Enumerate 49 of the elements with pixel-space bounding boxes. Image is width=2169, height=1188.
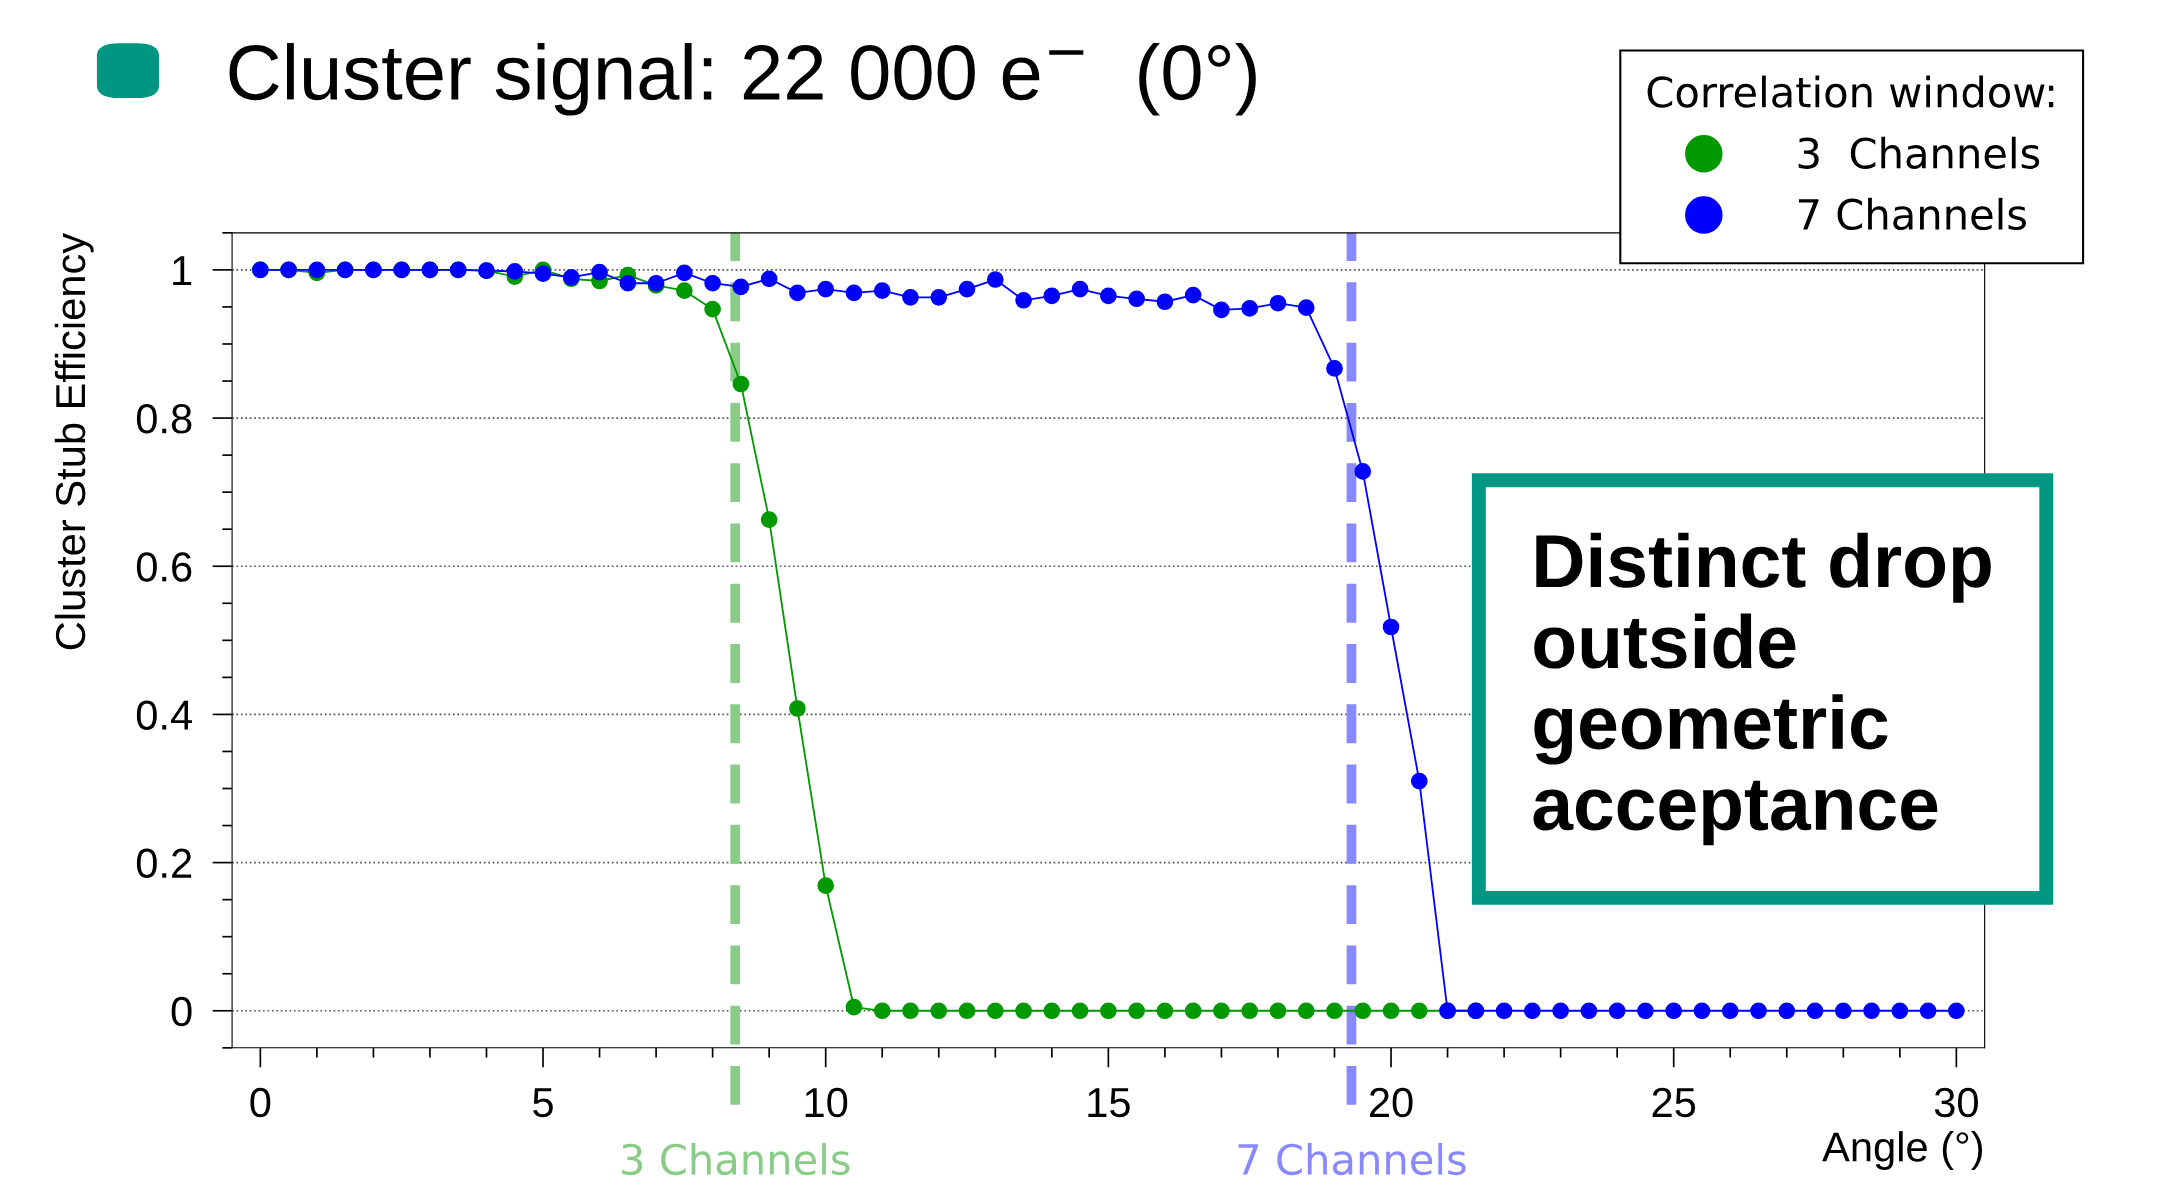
point xyxy=(704,300,721,318)
x-tick-label: 0 xyxy=(250,1087,271,1118)
point xyxy=(845,998,863,1016)
x-tick-label: 15 xyxy=(1088,1088,1130,1118)
y-tick-label: 0.2 xyxy=(136,848,192,879)
point xyxy=(1241,1002,1259,1020)
legend-label: 3 Channels xyxy=(1798,136,2040,169)
point xyxy=(1382,1002,1400,1020)
point xyxy=(1128,1002,1145,1020)
y-tick-label: 0 xyxy=(171,996,192,1027)
point xyxy=(1354,1002,1372,1020)
x-axis-title: Angle (°) xyxy=(1822,1131,1983,1170)
ref-line-label: 7 Channels xyxy=(1238,1142,1466,1176)
point xyxy=(1043,1002,1061,1020)
point xyxy=(1326,1002,1343,1020)
y-tick-label: 0.4 xyxy=(136,700,192,730)
point xyxy=(760,511,778,528)
x-tick-label: 20 xyxy=(1369,1087,1413,1118)
x-tick-label: 10 xyxy=(805,1087,848,1118)
legend-label: 7 Channels xyxy=(1798,197,2026,231)
point xyxy=(1071,1002,1089,1020)
point xyxy=(1410,1002,1428,1020)
point xyxy=(1015,1002,1032,1020)
point xyxy=(873,1002,891,1020)
y-tick-label: 0.8 xyxy=(136,404,192,434)
y-tick-label: 0.6 xyxy=(136,552,192,582)
ref-line-label: 3 Channels xyxy=(622,1142,850,1176)
x-tick-label: 30 xyxy=(1934,1087,1978,1118)
x-tick-label: 5 xyxy=(533,1088,553,1118)
legend-title: Correlation window: xyxy=(1647,75,2054,108)
point xyxy=(1297,1002,1315,1020)
point xyxy=(1156,1002,1174,1020)
point xyxy=(930,1002,948,1020)
point xyxy=(958,1002,976,1020)
point xyxy=(1184,1002,1202,1020)
chart-title: Cluster signal: 22 000 e$^{−}$ (0°) xyxy=(229,43,1256,116)
point xyxy=(732,375,750,393)
point xyxy=(817,877,835,894)
point xyxy=(1269,1002,1287,1020)
point xyxy=(676,282,693,299)
point xyxy=(986,1002,1004,1020)
point xyxy=(1100,1002,1117,1020)
y-tick-label: 1 xyxy=(173,256,192,285)
point xyxy=(902,1002,919,1020)
x-tick-label: 25 xyxy=(1652,1087,1696,1118)
point xyxy=(1213,1002,1230,1020)
annotation: Distinct drop outside geometric acceptance xyxy=(1533,532,1991,846)
y-axis-title: Cluster Stub Efficiency xyxy=(54,232,94,650)
point xyxy=(789,700,806,717)
